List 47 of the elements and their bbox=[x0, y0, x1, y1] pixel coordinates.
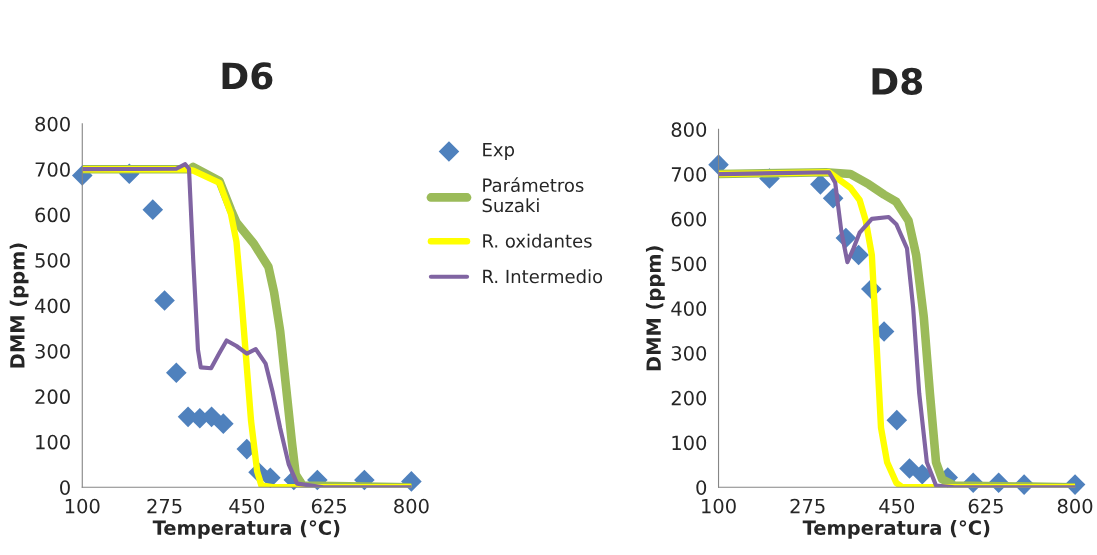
y-tick-label: 600 bbox=[671, 211, 707, 227]
x-tick-label: 100 bbox=[702, 498, 736, 514]
point bbox=[708, 154, 729, 175]
x-axis-title: Temperatura (°C) bbox=[152, 520, 340, 539]
point bbox=[810, 174, 831, 195]
y-tick-label: 800 bbox=[35, 116, 70, 132]
y-tick-label: 400 bbox=[671, 301, 707, 316]
y-tick-label: 800 bbox=[671, 122, 707, 137]
x-tick-label: 100 bbox=[65, 498, 100, 514]
y-tick-label: 100 bbox=[672, 435, 707, 451]
legend-label: R. Intermedio bbox=[483, 269, 603, 284]
x-tick-label: 275 bbox=[790, 498, 825, 514]
x-tick-label: 450 bbox=[879, 498, 915, 514]
y-tick-label: 0 bbox=[696, 480, 707, 495]
x-axis-title: Temperatura (°C) bbox=[802, 520, 990, 539]
y-tick-label: 500 bbox=[671, 256, 707, 272]
y-tick-label: 400 bbox=[35, 298, 70, 314]
y-tick-label: 700 bbox=[671, 167, 707, 182]
x-tick-label: 625 bbox=[311, 498, 346, 514]
y-tick-label: 600 bbox=[35, 207, 70, 223]
y-tick-label: 300 bbox=[671, 346, 707, 361]
x-tick-label: 625 bbox=[968, 498, 1003, 514]
point bbox=[911, 464, 933, 485]
x-tick-label: 800 bbox=[394, 498, 429, 514]
x-tick-label: 275 bbox=[147, 498, 182, 514]
point bbox=[166, 362, 187, 384]
y-axis-title: DMM (ppm) bbox=[9, 243, 29, 368]
legend-label: Parámetros Suzaki bbox=[482, 177, 584, 213]
chart-title: D8 bbox=[872, 67, 923, 96]
y-tick-label: 100 bbox=[36, 434, 70, 450]
point bbox=[213, 413, 234, 434]
legend-label: Exp bbox=[483, 143, 515, 160]
x-tick-label: 450 bbox=[229, 498, 265, 514]
point bbox=[886, 409, 908, 431]
y-tick-label: 300 bbox=[35, 343, 70, 359]
y-tick-label: 200 bbox=[35, 389, 70, 405]
legend-label: R. oxidantes bbox=[483, 233, 592, 248]
x-tick-label: 800 bbox=[1057, 498, 1093, 514]
y-tick-label: 500 bbox=[35, 253, 70, 268]
y-tick-label: 700 bbox=[35, 162, 70, 177]
point bbox=[154, 290, 175, 311]
y-axis-title: DMM (ppm) bbox=[645, 246, 665, 371]
point bbox=[142, 199, 164, 220]
y-tick-label: 200 bbox=[671, 390, 707, 406]
point bbox=[899, 458, 920, 479]
y-tick-label: 0 bbox=[60, 480, 70, 495]
chart-title: D6 bbox=[222, 62, 273, 90]
